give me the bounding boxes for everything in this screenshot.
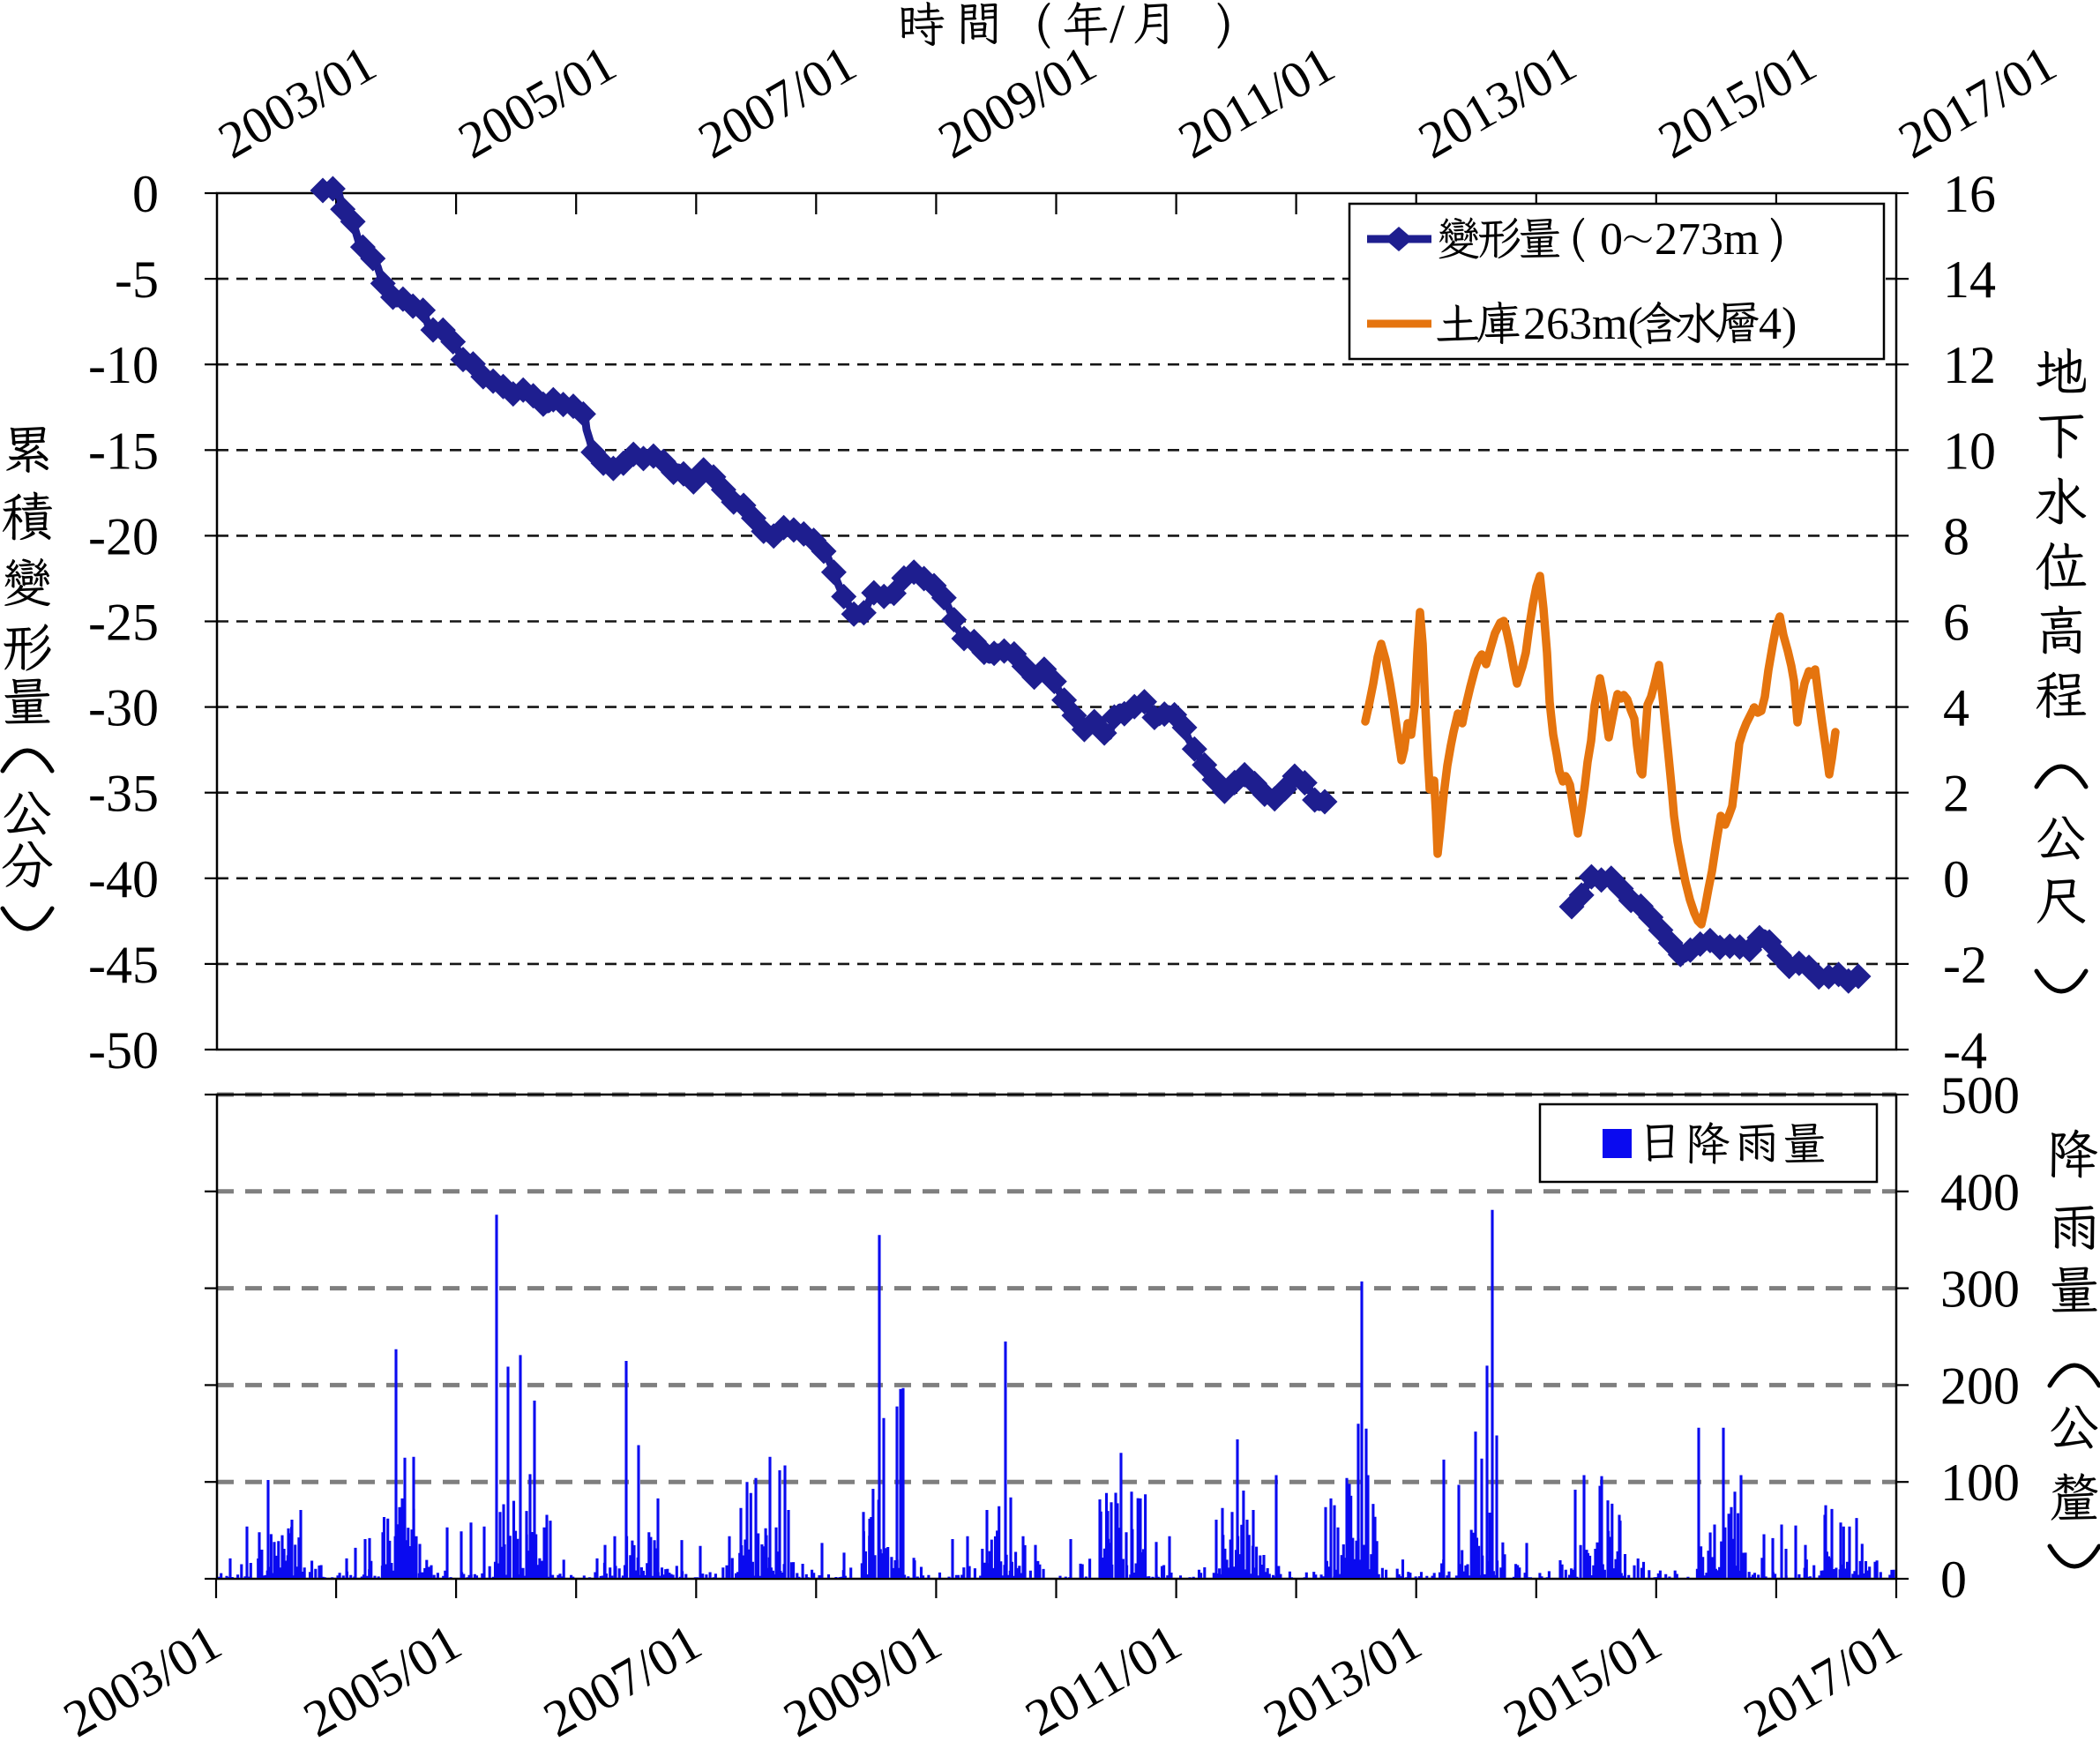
svg-text:-25: -25 — [88, 594, 159, 652]
svg-text:0: 0 — [132, 165, 159, 223]
svg-text:12: 12 — [1943, 336, 1996, 394]
svg-text:0: 0 — [1943, 850, 1969, 908]
svg-text:-2: -2 — [1943, 936, 1987, 994]
svg-text:400: 400 — [1940, 1163, 2020, 1222]
svg-text:300: 300 — [1940, 1260, 2020, 1319]
svg-text:200: 200 — [1940, 1357, 2020, 1415]
svg-text:-45: -45 — [88, 936, 159, 994]
svg-text:-20: -20 — [88, 507, 159, 565]
svg-text:6: 6 — [1943, 594, 1969, 652]
svg-text:-35: -35 — [88, 765, 159, 823]
svg-text:14: 14 — [1943, 250, 1996, 309]
svg-text:0: 0 — [1600, 214, 1623, 265]
svg-text:8: 8 — [1943, 507, 1969, 565]
svg-text:4): 4) — [1759, 299, 1797, 349]
svg-text:500: 500 — [1940, 1066, 2020, 1125]
svg-text:16: 16 — [1943, 165, 1996, 223]
svg-text:-10: -10 — [88, 336, 159, 394]
svg-text:-50: -50 — [88, 1021, 159, 1080]
svg-text:-15: -15 — [88, 422, 159, 480]
svg-text:10: 10 — [1943, 422, 1996, 480]
svg-text:100: 100 — [1940, 1454, 2020, 1512]
svg-text:-4: -4 — [1943, 1021, 1987, 1080]
svg-text:-40: -40 — [88, 850, 159, 908]
svg-text:273m: 273m — [1655, 214, 1759, 265]
svg-text:2: 2 — [1943, 765, 1969, 823]
svg-text:4: 4 — [1943, 679, 1969, 737]
svg-text:/: / — [1110, 0, 1125, 55]
svg-text:0: 0 — [1940, 1551, 1967, 1609]
svg-text:-5: -5 — [115, 250, 159, 309]
svg-text:-30: -30 — [88, 679, 159, 737]
svg-text:263m(: 263m( — [1523, 299, 1643, 349]
